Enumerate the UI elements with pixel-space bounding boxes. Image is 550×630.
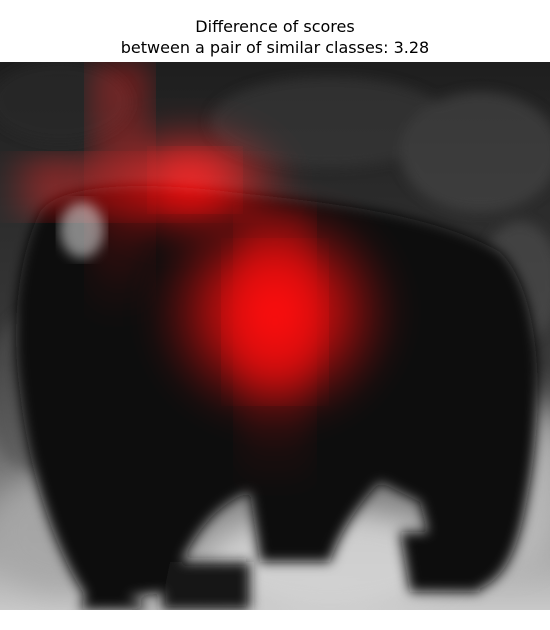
heatmap-overlay-image xyxy=(0,62,550,610)
title-line-1: Difference of scores xyxy=(195,17,355,36)
title-line-2: between a pair of similar classes: 3.28 xyxy=(120,38,430,57)
figure-title: Difference of scores between a pair of s… xyxy=(0,16,550,58)
